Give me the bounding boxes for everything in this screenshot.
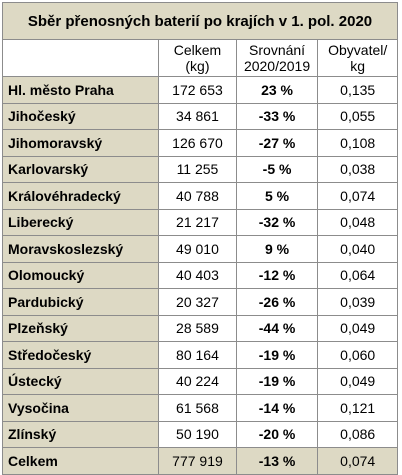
per-capita-cell: 0,039 <box>317 288 398 316</box>
region-cell: Olomoucký <box>1 261 160 289</box>
table-row: Zlínský 50 190 -20 % 0,086 <box>1 420 398 448</box>
compare-cell: -44 % <box>235 314 319 342</box>
total-cell: 40 403 <box>158 261 237 289</box>
table-row: Plzeňský 28 589 -44 % 0,049 <box>1 314 398 342</box>
region-cell: Jihomoravský <box>1 129 160 157</box>
region-cell: Plzeňský <box>1 314 160 342</box>
compare-cell: 23 % <box>235 76 319 104</box>
total-cell: 11 255 <box>158 155 237 183</box>
per-capita-cell: 0,049 <box>317 314 398 342</box>
per-capita-cell: 0,135 <box>317 76 398 104</box>
title-row: Sběr přenosných baterií po krajích v 1. … <box>2 2 398 40</box>
table-title: Sběr přenosných baterií po krajích v 1. … <box>2 2 398 40</box>
total-cell: 80 164 <box>158 341 237 369</box>
header-total: Celkem (kg) <box>158 39 237 77</box>
region-cell: Královéhradecký <box>1 182 160 210</box>
compare-cell: -14 % <box>235 394 319 422</box>
total-cell: 21 217 <box>158 208 237 236</box>
table-row: Jihomoravský 126 670 -27 % 0,108 <box>1 129 398 157</box>
compare-cell: -20 % <box>235 420 319 448</box>
header-compare-line1: Srovnání <box>249 42 306 58</box>
table-row: Jihočeský 34 861 -33 % 0,055 <box>1 102 398 130</box>
table-row: Královéhradecký 40 788 5 % 0,074 <box>1 182 398 210</box>
total-cell: 28 589 <box>158 314 237 342</box>
per-capita-cell: 0,060 <box>317 341 398 369</box>
compare-cell: 5 % <box>235 182 319 210</box>
table-row: Karlovarský 11 255 -5 % 0,038 <box>1 155 398 183</box>
per-capita-cell: 0,064 <box>317 261 398 289</box>
total-cell: 61 568 <box>158 394 237 422</box>
region-cell: Středočeský <box>1 341 160 369</box>
header-region <box>1 39 160 77</box>
header-per-line2: kg <box>350 58 366 74</box>
region-cell: Ústecký <box>1 367 160 395</box>
compare-cell: -19 % <box>235 367 319 395</box>
total-cell: 50 190 <box>158 420 237 448</box>
table-row: Ústecký 40 224 -19 % 0,049 <box>1 367 398 395</box>
region-cell: Karlovarský <box>1 155 160 183</box>
total-cell: 40 788 <box>158 182 237 210</box>
region-cell: Hl. město Praha <box>1 76 160 104</box>
header-compare: Srovnání 2020/2019 <box>235 39 319 77</box>
table-row: Olomoucký 40 403 -12 % 0,064 <box>1 261 398 289</box>
per-capita-cell: 0,108 <box>317 129 398 157</box>
per-capita-cell: 0,049 <box>317 367 398 395</box>
region-cell: Jihočeský <box>1 102 160 130</box>
compare-cell: -33 % <box>235 102 319 130</box>
compare-cell: -26 % <box>235 288 319 316</box>
table-row: Středočeský 80 164 -19 % 0,060 <box>1 341 398 369</box>
table-row: Moravskoslezský 49 010 9 % 0,040 <box>1 235 398 263</box>
table-row: Liberecký 21 217 -32 % 0,048 <box>1 208 398 236</box>
total-cell: 34 861 <box>158 102 237 130</box>
total-cell: 172 653 <box>158 76 237 104</box>
table-row: Pardubický 20 327 -26 % 0,039 <box>1 288 398 316</box>
region-cell: Pardubický <box>1 288 160 316</box>
header-compare-line2: 2020/2019 <box>243 58 311 74</box>
total-cell: 126 670 <box>158 129 237 157</box>
per-capita-cell: 0,121 <box>317 394 398 422</box>
table-row: Hl. město Praha 172 653 23 % 0,135 <box>1 76 398 104</box>
per-capita-cell: 0,040 <box>317 235 398 263</box>
region-cell: Moravskoslezský <box>1 235 160 263</box>
per-capita-cell: 0,048 <box>317 208 398 236</box>
header-row: Celkem (kg) Srovnání 2020/2019 Obyvatel/… <box>1 39 398 77</box>
per-capita-cell: 0,086 <box>317 420 398 448</box>
total-cell: 49 010 <box>158 235 237 263</box>
compare-cell: -32 % <box>235 208 319 236</box>
per-capita-cell: 0,055 <box>317 102 398 130</box>
total-cell: 40 224 <box>158 367 237 395</box>
compare-cell: -27 % <box>235 129 319 157</box>
region-cell: Liberecký <box>1 208 160 236</box>
header-per-capita: Obyvatel/ kg <box>317 39 398 77</box>
header-total-line1: Celkem <box>173 42 222 58</box>
compare-cell: -12 % <box>235 261 319 289</box>
region-cell: Vysočina <box>1 394 160 422</box>
region-cell: Zlínský <box>1 420 160 448</box>
compare-cell: -19 % <box>235 341 319 369</box>
compare-cell: -5 % <box>235 155 319 183</box>
per-capita-cell: 0,038 <box>317 155 398 183</box>
header-total-line2: (kg) <box>185 58 210 74</box>
compare-cell: 9 % <box>235 235 319 263</box>
table-row: Vysočina 61 568 -14 % 0,121 <box>1 394 398 422</box>
header-per-line1: Obyvatel/ <box>328 42 388 58</box>
per-capita-cell: 0,074 <box>317 182 398 210</box>
total-cell: 20 327 <box>158 288 237 316</box>
